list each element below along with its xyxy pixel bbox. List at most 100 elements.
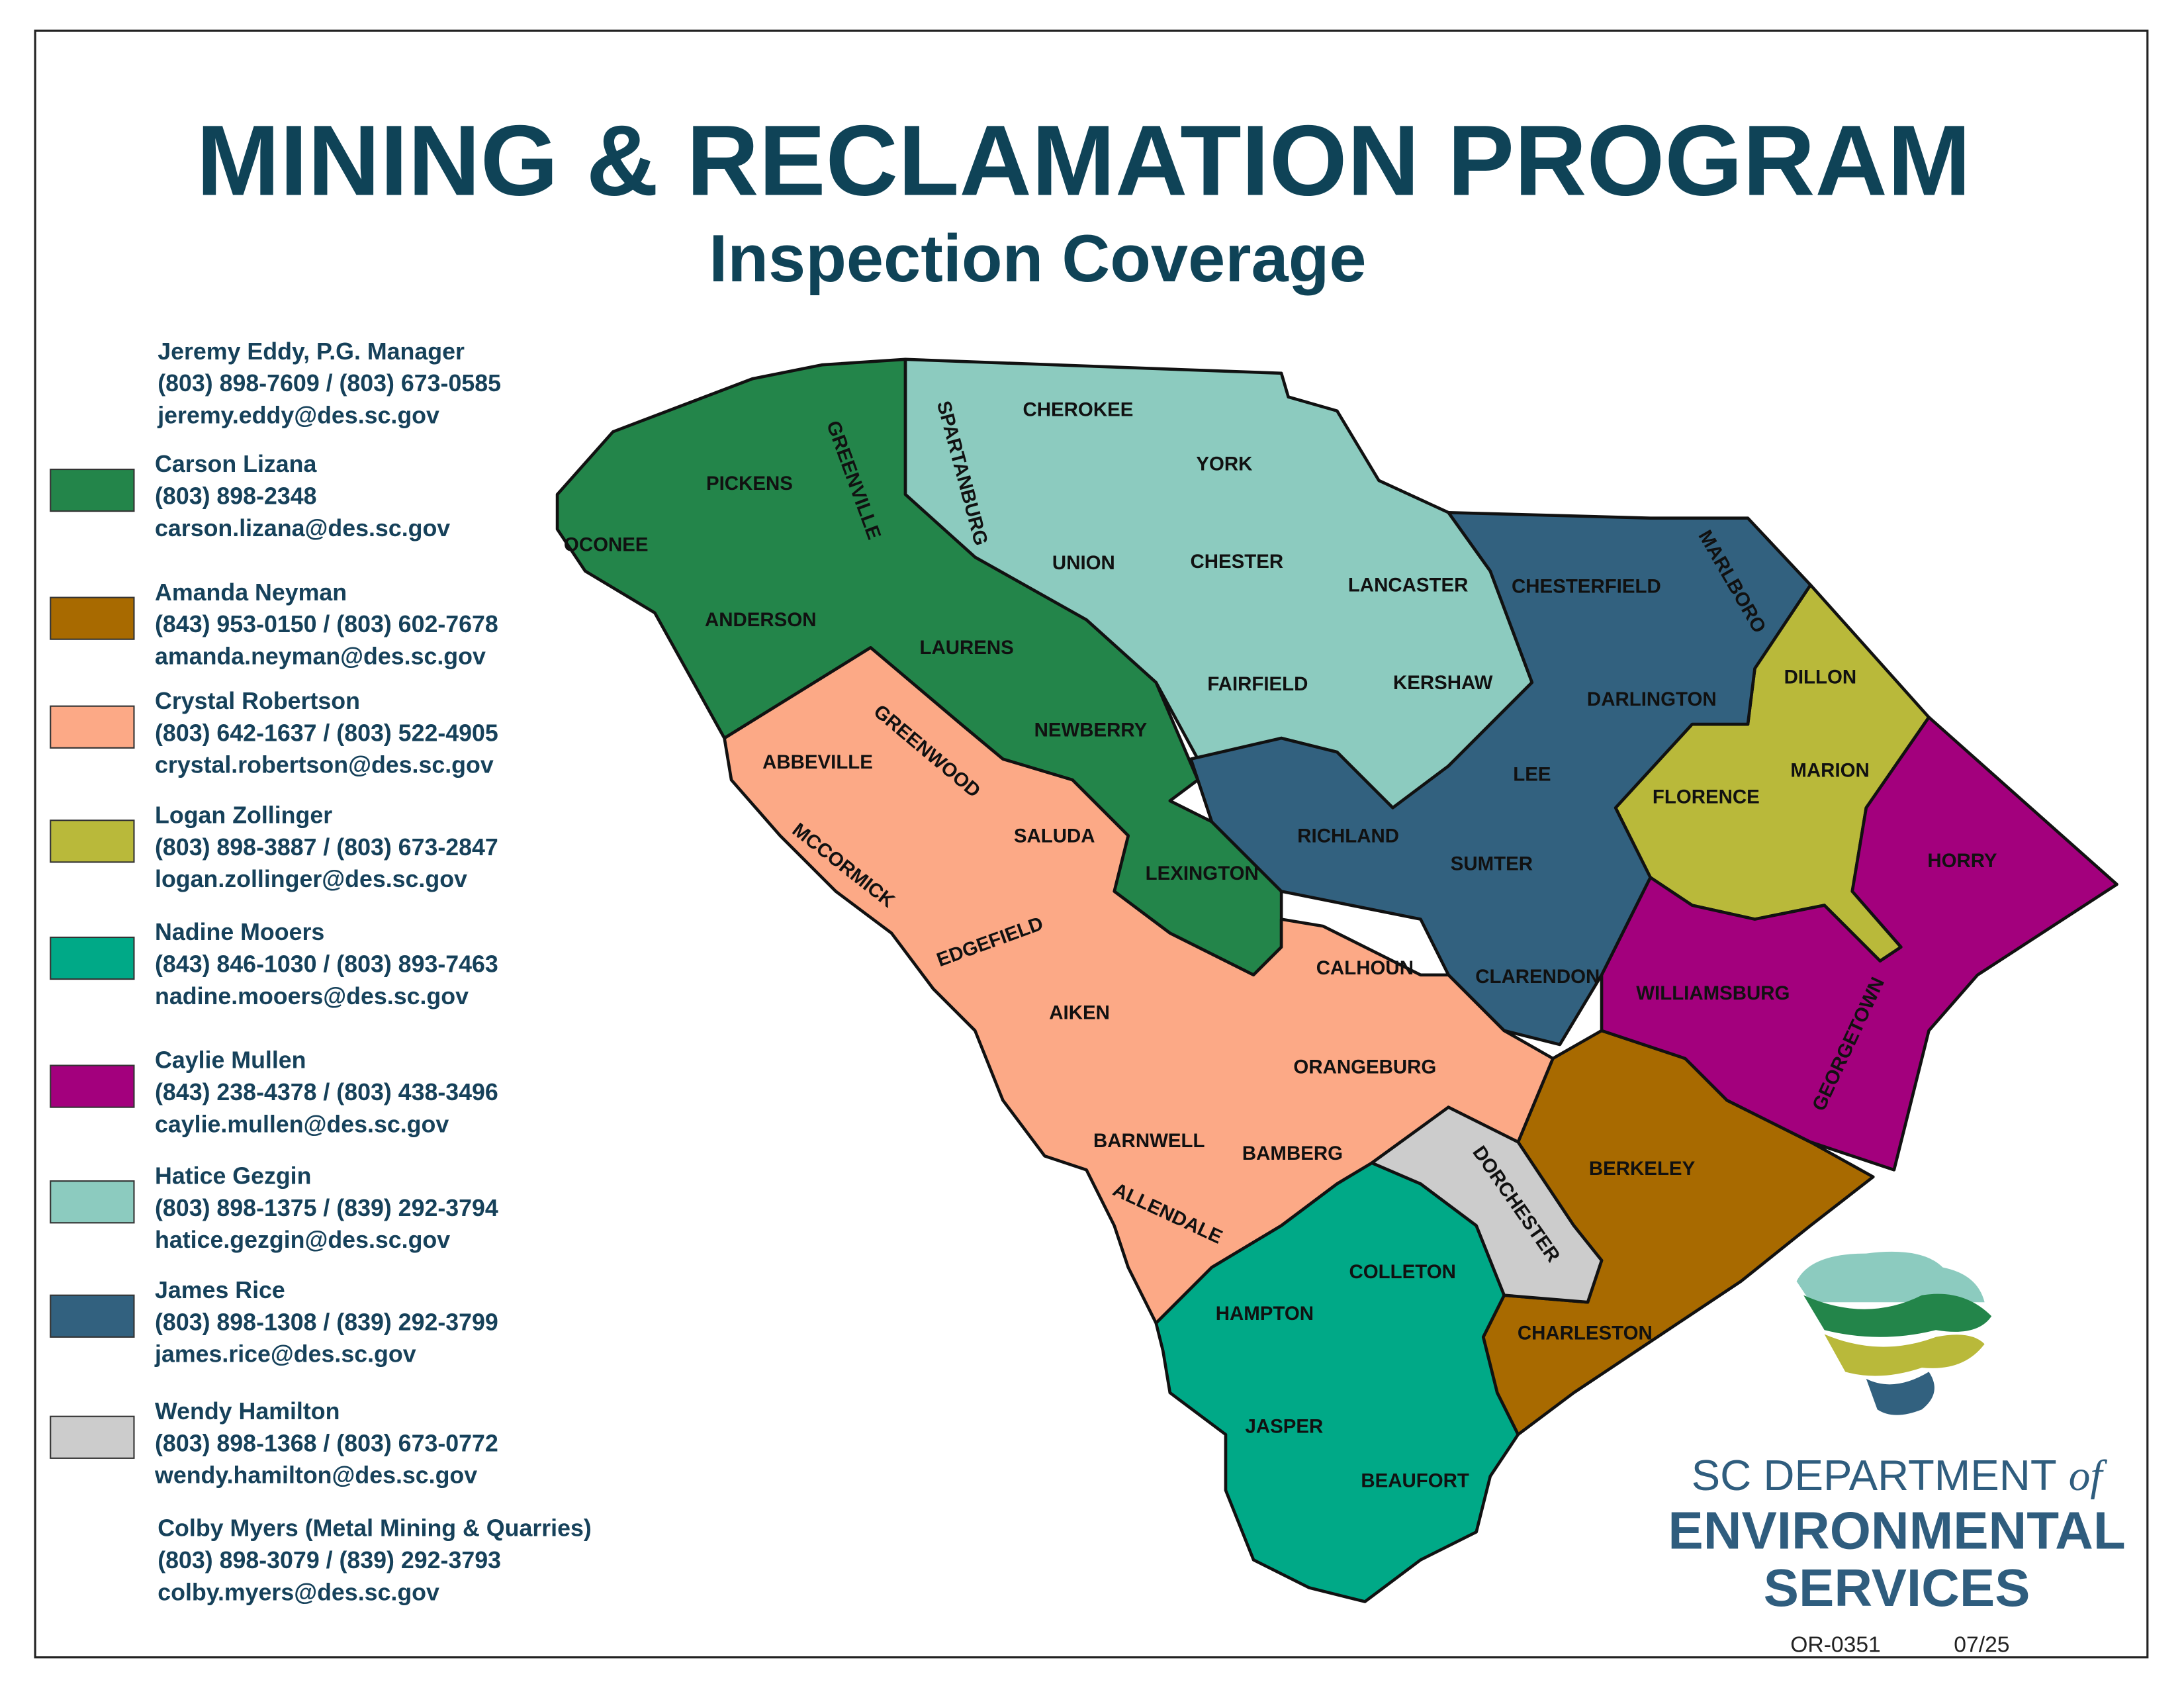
- logo-line: SERVICES: [1764, 1558, 2030, 1617]
- contact-phone: (843) 238-4378 / (803) 438-3496: [155, 1079, 498, 1105]
- contact-name: Wendy Hamilton: [155, 1398, 340, 1425]
- contact-phone: (803) 898-1375 / (839) 292-3794: [155, 1195, 498, 1221]
- legend-swatch: [50, 1415, 135, 1459]
- contact-phone: (803) 898-3887 / (803) 673-2847: [155, 834, 498, 861]
- county-label: SALUDA: [1014, 825, 1095, 847]
- county-label: ORANGEBURG: [1293, 1056, 1436, 1078]
- contact-phone: (843) 953-0150 / (803) 602-7678: [155, 611, 498, 637]
- contact-phone: (803) 898-3079 / (839) 292-3793: [158, 1547, 501, 1573]
- county-label: HAMPTON: [1216, 1303, 1314, 1325]
- contact-email: amanda.neyman@des.sc.gov: [155, 643, 486, 670]
- contact-email: crystal.robertson@des.sc.gov: [155, 752, 494, 778]
- coverage-region: [1154, 1161, 1520, 1603]
- contact-phone: (803) 898-1368 / (803) 673-0772: [155, 1430, 498, 1456]
- logo-line: SC DEPARTMENT of: [1692, 1451, 2108, 1500]
- legend: Jeremy Eddy, P.G. Manager (803) 898-7609 …: [50, 338, 592, 1605]
- agency-logo: SC DEPARTMENT of ENVIRONMENTAL SERVICES: [1668, 1251, 2126, 1617]
- logo-line: SC DEPARTMENT: [1692, 1451, 2057, 1499]
- contact-name: Colby Myers (Metal Mining & Quarries): [158, 1515, 592, 1542]
- contact-name: James Rice: [155, 1277, 285, 1303]
- county-label: CLARENDON: [1475, 966, 1600, 988]
- logo-line: ENVIRONMENTAL: [1668, 1501, 2125, 1560]
- logo-band: [1824, 1334, 1985, 1376]
- title: MINING & RECLAMATION PROGRAM: [197, 105, 1971, 217]
- form-code: OR-0351: [1790, 1632, 1881, 1657]
- contact-name: Amanda Neyman: [155, 579, 347, 606]
- county-label: AIKEN: [1049, 1002, 1110, 1023]
- contact-name: Hatice Gezgin: [155, 1162, 311, 1189]
- county-label: UNION: [1052, 552, 1115, 574]
- county-label: CHESTERFIELD: [1512, 576, 1661, 598]
- contact-phone: (803) 642-1637 / (803) 522-4905: [155, 720, 498, 746]
- contact-name: Caylie Mullen: [155, 1047, 306, 1074]
- legend-swatch: [50, 936, 135, 980]
- county-label: FLORENCE: [1653, 786, 1760, 808]
- county-label: FAIRFIELD: [1207, 673, 1308, 695]
- county-label: CHESTER: [1190, 551, 1283, 573]
- legend-swatch: [50, 468, 135, 512]
- county-label: YORK: [1196, 453, 1252, 475]
- county-label: LEXINGTON: [1146, 863, 1259, 884]
- legend-swatch: [50, 705, 135, 749]
- contact-name: Logan Zollinger: [155, 802, 332, 828]
- county-label: BEAUFORT: [1361, 1470, 1469, 1491]
- contact-email: colby.myers@des.sc.gov: [158, 1579, 439, 1605]
- county-label: COLLETON: [1349, 1261, 1455, 1283]
- contact-email: caylie.mullen@des.sc.gov: [155, 1111, 449, 1138]
- county-label: CHARLESTON: [1518, 1322, 1653, 1344]
- contact-email: james.rice@des.sc.gov: [154, 1341, 416, 1368]
- county-label: LANCASTER: [1348, 575, 1469, 596]
- county-label: DILLON: [1784, 666, 1857, 688]
- county-label: MARION: [1790, 759, 1869, 781]
- logo-band: [1866, 1372, 1934, 1415]
- contact-name: Crystal Robertson: [155, 688, 360, 714]
- county-label: RICHLAND: [1297, 825, 1399, 847]
- county-label: CALHOUN: [1316, 957, 1414, 979]
- contact-phone: (843) 846-1030 / (803) 893-7463: [155, 951, 498, 978]
- contact-email: logan.zollinger@des.sc.gov: [155, 866, 467, 892]
- contact-email: hatice.gezgin@des.sc.gov: [155, 1227, 450, 1253]
- county-label: BERKELEY: [1589, 1158, 1696, 1180]
- county-label: ANDERSON: [705, 609, 816, 631]
- contact-phone: (803) 898-1308 / (839) 292-3799: [155, 1309, 498, 1335]
- county-label: LEE: [1513, 764, 1551, 786]
- state-map: [555, 357, 2118, 1603]
- legend-swatch: [50, 1294, 135, 1338]
- logo-band: [1796, 1251, 1985, 1303]
- county-label: PICKENS: [706, 473, 793, 494]
- contact-email: jeremy.eddy@des.sc.gov: [157, 402, 439, 429]
- legend-swatch: [50, 820, 135, 863]
- contact-email: nadine.mooers@des.sc.gov: [155, 983, 469, 1009]
- county-label: DARLINGTON: [1587, 688, 1717, 710]
- contact-phone: (803) 898-7609 / (803) 673-0585: [158, 370, 501, 397]
- county-label: CHEROKEE: [1023, 399, 1134, 420]
- contact-phone: (803) 898-2348: [155, 483, 316, 510]
- contact-name: Nadine Mooers: [155, 919, 324, 945]
- county-label: NEWBERRY: [1034, 719, 1148, 741]
- coverage-region: [1370, 1105, 1604, 1304]
- county-label: WILLIAMSBURG: [1636, 982, 1790, 1004]
- subtitle: Inspection Coverage: [709, 222, 1366, 296]
- legend-swatch: [50, 1180, 135, 1224]
- contact-email: wendy.hamilton@des.sc.gov: [154, 1462, 477, 1489]
- form-date: 07/25: [1954, 1632, 2009, 1657]
- county-label: SUMTER: [1451, 853, 1533, 874]
- county-label: KERSHAW: [1393, 672, 1493, 694]
- legend-swatch: [50, 1064, 135, 1108]
- county-label: JASPER: [1245, 1415, 1323, 1437]
- contact-name: Jeremy Eddy, P.G. Manager: [158, 338, 465, 365]
- county-label: HORRY: [1927, 850, 1997, 872]
- legend-swatch: [50, 596, 135, 640]
- contact-name: Carson Lizana: [155, 451, 317, 477]
- contact-email: carson.lizana@des.sc.gov: [155, 515, 450, 541]
- county-label: BARNWELL: [1093, 1130, 1205, 1152]
- county-label: LAURENS: [919, 637, 1013, 659]
- logo-band: [1803, 1293, 1992, 1337]
- coverage-region: [1189, 510, 1812, 1047]
- county-label: ABBEVILLE: [762, 751, 873, 773]
- logo-of: of: [2069, 1452, 2108, 1500]
- page-border: [34, 29, 2149, 1659]
